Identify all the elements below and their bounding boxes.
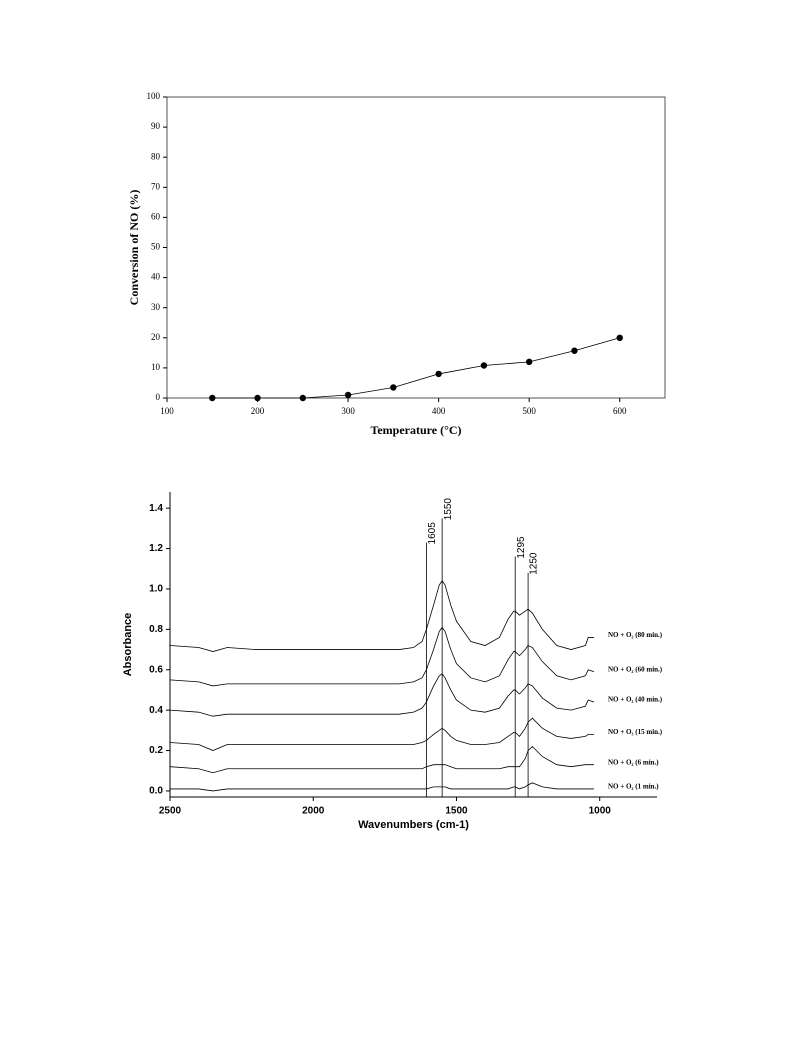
y-tick-label: 80 (151, 151, 161, 161)
y-tick-label: 10 (151, 362, 161, 372)
spectrum-line (169, 626, 595, 687)
y-tick-label: 1.2 (149, 543, 163, 554)
y-axis-title: Conversion of NO (%) (127, 190, 141, 306)
y-tick-label: 0.4 (149, 705, 163, 716)
peak-label: 1295 (516, 536, 527, 559)
data-point (435, 370, 442, 378)
y-tick-label: 0.0 (149, 786, 163, 797)
chart: 0 10 20 30 40 50 60 70 80 90 100 100 200 300 400 500 600… (127, 91, 666, 437)
peak-label: 1250 (529, 552, 540, 575)
chart: 0.0 0.2 0.4 0.6 0.8 1.0 1.2 1.4 2500 2000 1500 1000… (122, 492, 663, 831)
spectrum-line (169, 745, 594, 774)
data-point (525, 358, 533, 366)
x-tick-label: 1000 (589, 806, 612, 817)
x-tick-label: 2500 (159, 806, 182, 817)
y-tick-label: 20 (151, 332, 161, 342)
y-tick-label: 0.8 (149, 624, 163, 635)
x-tick-label: 500 (522, 406, 536, 416)
spectrum-line (169, 717, 594, 751)
spectrum-line (169, 673, 595, 717)
x-axis-title: Temperature (°C) (370, 423, 461, 437)
series-label: NO + O₂ (1 min.) (608, 783, 659, 791)
x-tick-label: 600 (613, 406, 627, 416)
data-line (212, 337, 620, 399)
x-tick-label: 1500 (445, 806, 468, 817)
y-tick-label: 90 (151, 121, 161, 131)
plot-frame (166, 96, 666, 399)
data-point (480, 362, 488, 369)
data-point (299, 394, 307, 402)
series-label: NO + O₂ (60 min.) (608, 665, 663, 673)
data-point (616, 334, 623, 341)
series-label: NO + O₃ (15 min.) (608, 728, 663, 736)
y-tick-label: 40 (151, 272, 161, 282)
y-tick-label: 50 (151, 242, 161, 252)
series-label: NO + O₂ (40 min.) (608, 696, 663, 704)
y-tick-label: 0.6 (149, 664, 163, 675)
y-tick-label: 60 (151, 211, 161, 221)
y-axis-title: Absorbance (122, 613, 134, 677)
data-point (209, 394, 216, 402)
x-tick-label: 400 (432, 406, 446, 416)
peak-label: 1550 (443, 498, 454, 521)
y-tick-label: 70 (151, 181, 161, 191)
y-tick-label: 1.4 (149, 503, 163, 514)
y-tick-label: 0.2 (149, 745, 163, 756)
series-label: NO + O₂ (80 min.) (608, 631, 663, 639)
y-tick-label: 100 (147, 91, 161, 101)
data-point (390, 384, 397, 391)
y-tick-label: 30 (151, 302, 161, 312)
x-tick-label: 2000 (302, 806, 325, 817)
data-point (344, 391, 352, 399)
y-tick-label: 0 (156, 392, 161, 402)
peak-label: 1605 (427, 522, 438, 545)
x-tick-label: 200 (251, 406, 265, 416)
data-point (254, 394, 261, 402)
data-point (571, 347, 578, 354)
spectrum-line (169, 580, 594, 652)
x-tick-label: 100 (160, 406, 174, 416)
x-axis-title: Wavenumbers (cm-1) (358, 819, 469, 831)
spectrum-line (170, 782, 594, 792)
series-label: NO + O₂ (6 min.) (608, 758, 659, 766)
x-tick-label: 300 (341, 406, 355, 416)
y-tick-label: 1.0 (149, 584, 163, 595)
